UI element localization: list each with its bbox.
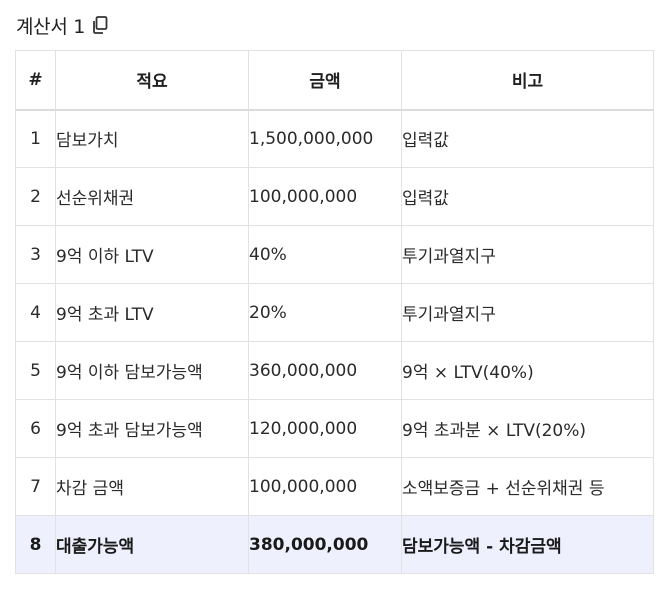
row-number: 8 [15, 515, 56, 574]
row-number: 4 [15, 283, 56, 342]
row-note: 투기과열지구 [401, 283, 654, 342]
row-description: 9억 이하 LTV [55, 225, 249, 284]
row-amount: 120,000,000 [248, 399, 402, 458]
row-note: 입력값 [401, 167, 654, 226]
header-amount: 금액 [248, 50, 402, 111]
row-description: 9억 초과 담보가능액 [55, 399, 249, 458]
row-description: 선순위채권 [55, 167, 249, 226]
header-number: # [15, 50, 56, 111]
row-amount: 20% [248, 283, 402, 342]
page-title: 계산서 1 [16, 15, 86, 38]
table-row: 2 선순위채권 100,000,000 입력값 [15, 167, 654, 226]
row-note: 담보가능액 - 차감금액 [401, 515, 654, 574]
row-amount: 100,000,000 [248, 167, 402, 226]
table-row: 4 9억 초과 LTV 20% 투기과열지구 [15, 283, 654, 342]
row-number: 2 [15, 167, 56, 226]
row-amount: 100,000,000 [248, 457, 402, 516]
row-number: 1 [15, 109, 56, 168]
table-row: 5 9억 이하 담보가능액 360,000,000 9억 × LTV(40%) [15, 341, 654, 400]
row-amount: 40% [248, 225, 402, 284]
row-number: 5 [15, 341, 56, 400]
header-note: 비고 [401, 50, 654, 111]
row-note: 입력값 [401, 109, 654, 168]
row-description: 대출가능액 [55, 515, 249, 574]
row-description: 차감 금액 [55, 457, 249, 516]
row-amount: 1,500,000,000 [248, 109, 402, 168]
header-description: 적요 [55, 50, 249, 111]
table-row: 6 9억 초과 담보가능액 120,000,000 9억 초과분 × LTV(2… [15, 399, 654, 458]
copy-icon[interactable] [91, 16, 109, 34]
calculation-title-row: 계산서 1 [16, 10, 109, 40]
total-row: 8 대출가능액 380,000,000 담보가능액 - 차감금액 [15, 515, 654, 574]
row-amount: 380,000,000 [248, 515, 402, 574]
table-row: 3 9억 이하 LTV 40% 투기과열지구 [15, 225, 654, 284]
row-note: 9억 × LTV(40%) [401, 341, 654, 400]
table-header-row: # 적요 금액 비고 [15, 50, 654, 111]
table-row: 1 담보가치 1,500,000,000 입력값 [15, 109, 654, 168]
row-note: 투기과열지구 [401, 225, 654, 284]
row-description: 담보가치 [55, 109, 249, 168]
row-amount: 360,000,000 [248, 341, 402, 400]
row-number: 6 [15, 399, 56, 458]
row-note: 9억 초과분 × LTV(20%) [401, 399, 654, 458]
table-row: 7 차감 금액 100,000,000 소액보증금 + 선순위채권 등 [15, 457, 654, 516]
calculation-table: # 적요 금액 비고 1 담보가치 1,500,000,000 입력값 2 선순… [15, 50, 654, 574]
row-number: 3 [15, 225, 56, 284]
row-number: 7 [15, 457, 56, 516]
row-description: 9억 이하 담보가능액 [55, 341, 249, 400]
row-note: 소액보증금 + 선순위채권 등 [401, 457, 654, 516]
row-description: 9억 초과 LTV [55, 283, 249, 342]
